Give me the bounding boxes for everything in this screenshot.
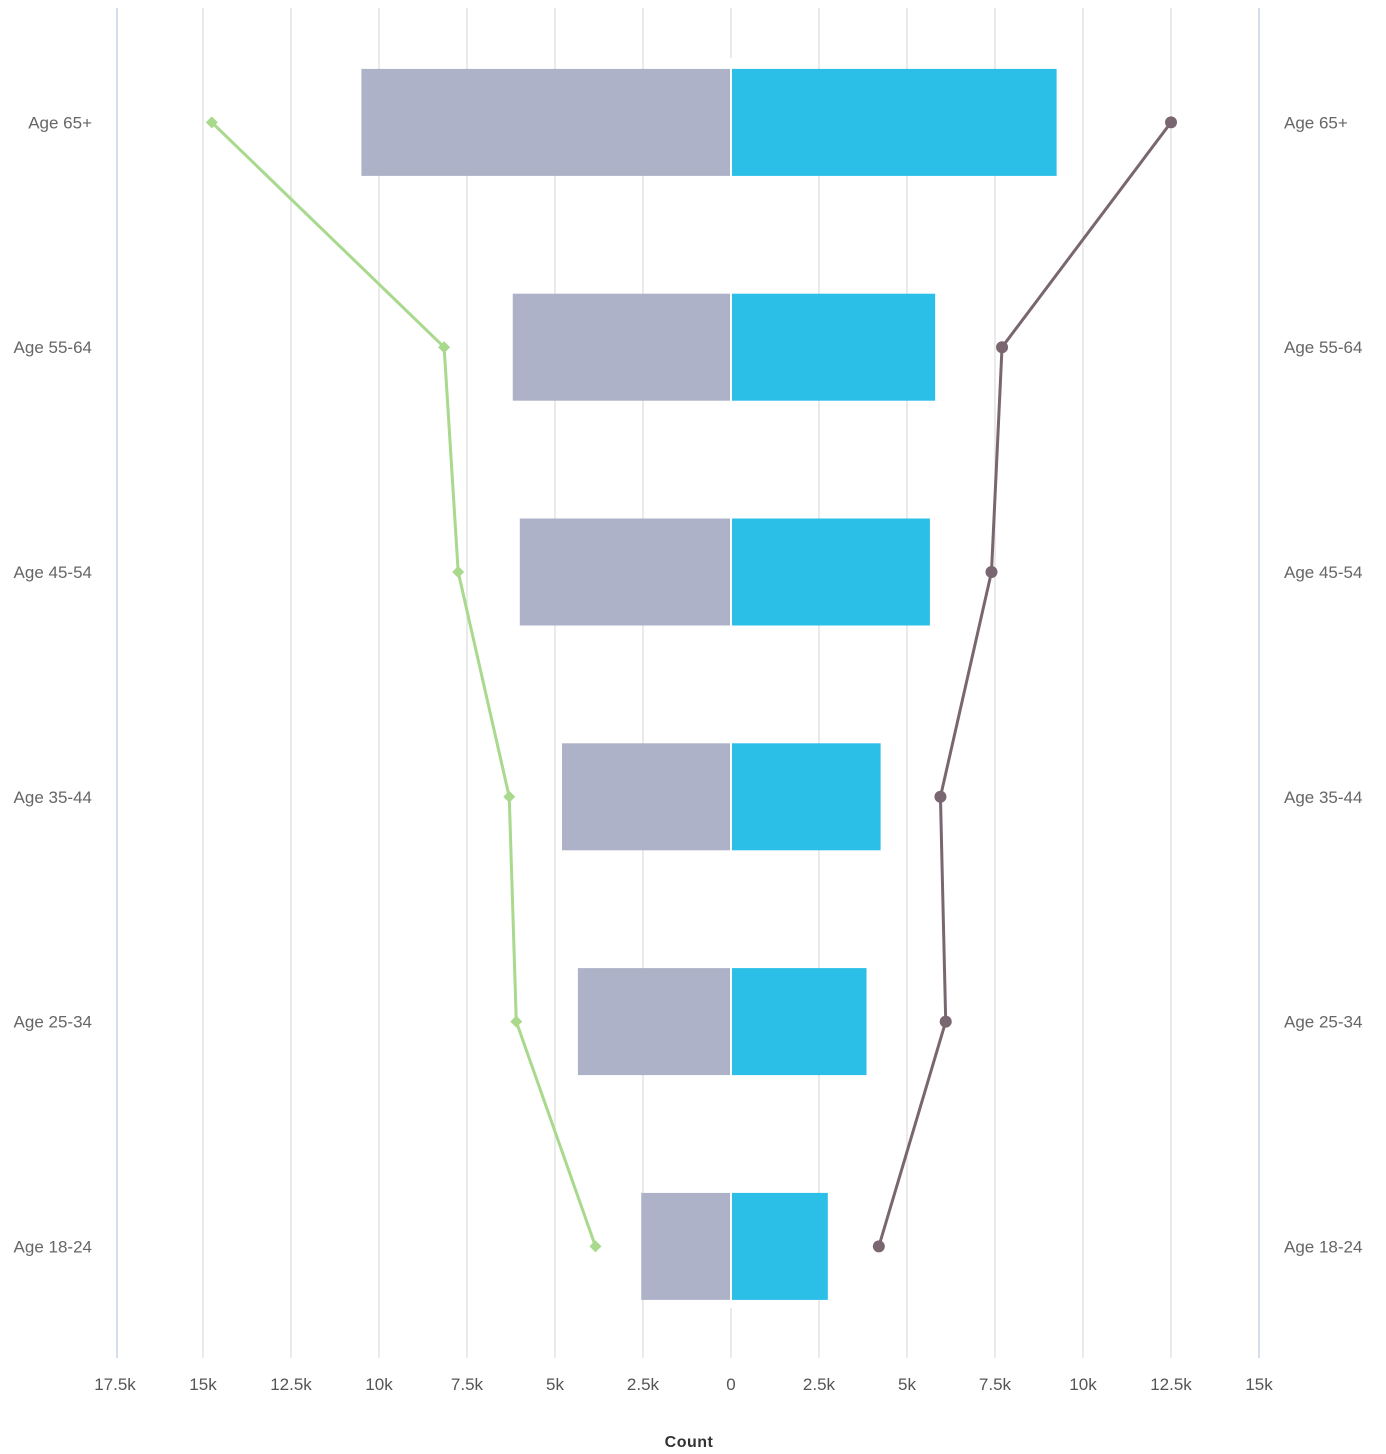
bar-right-0 (731, 68, 1057, 176)
category-label-left-3: Age 35-44 (14, 788, 92, 807)
category-label-right-5: Age 18-24 (1284, 1237, 1362, 1256)
bar-right-1 (731, 293, 936, 401)
bar-right-3 (731, 743, 881, 851)
bar-left-5 (641, 1192, 731, 1300)
x-tick-label-7: 0 (726, 1375, 735, 1394)
point-right-4 (939, 1015, 952, 1028)
x-tick-label-8: 2.5k (803, 1375, 836, 1394)
point-left-1 (438, 341, 451, 354)
x-tick-label-4: 7.5k (451, 1375, 484, 1394)
x-tick-label-12: 12.5k (1150, 1375, 1192, 1394)
bar-left-2 (519, 518, 731, 626)
x-tick-label-1: 15k (189, 1375, 217, 1394)
point-left-2 (452, 566, 465, 578)
category-label-right-0: Age 65+ (1284, 113, 1348, 132)
x-tick-label-6: 2.5k (627, 1375, 660, 1394)
point-right-5 (872, 1240, 885, 1253)
category-label-right-2: Age 45-54 (1284, 563, 1362, 582)
category-label-left-5: Age 18-24 (14, 1237, 92, 1256)
bar-right-2 (731, 518, 930, 626)
bar-left-3 (562, 743, 731, 851)
x-tick-label-3: 10k (365, 1375, 393, 1394)
category-label-right-3: Age 35-44 (1284, 788, 1362, 807)
category-label-right-1: Age 55-64 (1284, 338, 1362, 357)
point-left-4 (510, 1015, 523, 1028)
x-tick-label-9: 5k (898, 1375, 916, 1394)
x-tick-label-5: 5k (546, 1375, 564, 1394)
x-tick-label-10: 7.5k (979, 1375, 1012, 1394)
x-tick-label-0: 17.5k (94, 1375, 136, 1394)
line-right (877, 121, 1173, 1247)
point-left-5 (589, 1240, 602, 1253)
point-left-0 (205, 116, 218, 129)
category-label-left-0: Age 65+ (28, 113, 92, 132)
x-tick-label-2: 12.5k (270, 1375, 312, 1394)
category-label-left-4: Age 25-34 (14, 1013, 92, 1032)
x-axis-title: Count (665, 1434, 714, 1451)
category-label-right-4: Age 25-34 (1284, 1013, 1362, 1032)
point-right-3 (934, 790, 947, 803)
point-right-0 (1165, 116, 1177, 129)
x-tick-label-13: 15k (1245, 1375, 1273, 1394)
line-left (210, 121, 597, 1247)
bar-right-5 (731, 1192, 828, 1300)
bar-left-4 (577, 968, 731, 1076)
point-right-1 (996, 341, 1009, 354)
bar-left-1 (512, 293, 731, 401)
category-label-left-2: Age 45-54 (14, 563, 92, 582)
bar-right-4 (731, 968, 867, 1076)
category-label-left-1: Age 55-64 (14, 338, 92, 357)
point-left-3 (503, 790, 516, 803)
bar-left-0 (361, 68, 731, 176)
point-right-2 (985, 566, 998, 578)
x-tick-label-11: 10k (1069, 1375, 1097, 1394)
